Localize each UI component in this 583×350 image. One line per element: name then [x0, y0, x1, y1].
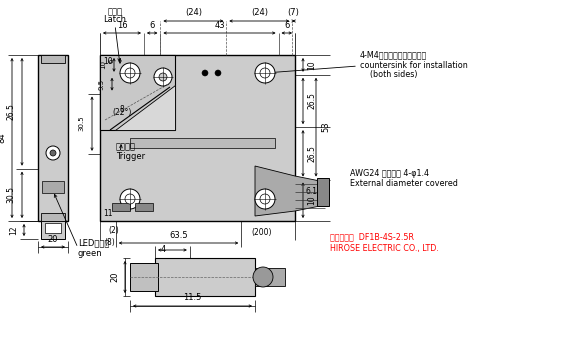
Text: 4: 4 [160, 245, 166, 254]
Bar [112, 203, 130, 211]
Text: 26.5: 26.5 [307, 92, 317, 110]
Circle shape [46, 146, 60, 160]
Bar [41, 213, 65, 221]
Text: countersink for installation: countersink for installation [360, 61, 468, 70]
Circle shape [125, 194, 135, 204]
Circle shape [120, 189, 140, 209]
Text: 9.5: 9.5 [98, 79, 104, 90]
Text: 8: 8 [120, 105, 124, 114]
Text: ラッチ: ラッチ [107, 7, 122, 16]
Bar [135, 203, 153, 211]
Text: 30.5: 30.5 [6, 186, 16, 203]
Bar [45, 223, 61, 233]
Text: 84: 84 [0, 133, 6, 143]
Text: トリガー: トリガー [116, 142, 136, 151]
Bar [38, 55, 68, 221]
Bar [130, 263, 158, 291]
Text: 20: 20 [111, 272, 120, 282]
Bar [41, 221, 65, 239]
Bar [130, 138, 275, 148]
Text: HIROSE ELECTRIC CO., LTD.: HIROSE ELECTRIC CO., LTD. [330, 245, 439, 253]
Circle shape [255, 189, 275, 209]
Text: 10: 10 [307, 195, 317, 205]
Bar [317, 178, 329, 206]
Bar [100, 55, 175, 130]
Text: 20: 20 [48, 234, 58, 244]
Text: 10: 10 [100, 61, 106, 69]
Circle shape [50, 150, 56, 156]
Circle shape [260, 68, 270, 78]
Text: (24): (24) [185, 8, 202, 18]
Text: 12: 12 [9, 225, 19, 235]
Text: (200): (200) [251, 229, 272, 238]
Text: Latch: Latch [104, 15, 127, 24]
Polygon shape [115, 85, 175, 130]
Text: 10: 10 [103, 56, 113, 65]
Text: 26.5: 26.5 [6, 103, 16, 120]
Text: 11: 11 [103, 209, 113, 217]
Circle shape [159, 73, 167, 81]
Text: ヒロセ電機  DF1B-4S-2.5R: ヒロセ電機 DF1B-4S-2.5R [330, 232, 414, 241]
Text: 4-M4取付け用皿穴（両面）: 4-M4取付け用皿穴（両面） [360, 50, 427, 60]
Text: 6: 6 [284, 21, 289, 29]
Text: LED（緑）: LED（緑） [78, 238, 110, 247]
Circle shape [154, 68, 172, 86]
Polygon shape [255, 166, 320, 216]
Bar [42, 181, 64, 193]
Text: 6.15: 6.15 [305, 187, 322, 196]
Text: AWG24 被覆外径 4-φ1.4: AWG24 被覆外径 4-φ1.4 [350, 168, 429, 177]
Text: 16: 16 [117, 21, 127, 29]
Bar [255, 268, 285, 286]
Text: (7): (7) [287, 8, 300, 18]
Bar [41, 55, 65, 63]
Circle shape [202, 70, 208, 76]
Text: 11.5: 11.5 [183, 294, 202, 302]
Text: 10: 10 [307, 60, 317, 70]
Text: 6: 6 [149, 21, 155, 29]
Text: 63.5: 63.5 [169, 231, 188, 239]
Text: (22°): (22°) [113, 107, 132, 117]
Text: (8): (8) [104, 238, 115, 247]
Circle shape [255, 63, 275, 83]
Text: 26.5: 26.5 [307, 145, 317, 162]
Text: (both sides): (both sides) [370, 70, 417, 79]
Bar [155, 258, 255, 296]
Circle shape [253, 267, 273, 287]
Text: green: green [78, 248, 103, 258]
Text: (2): (2) [108, 226, 120, 236]
Circle shape [215, 70, 221, 76]
Text: 53: 53 [321, 122, 331, 132]
Text: 6: 6 [108, 59, 114, 63]
Text: External diameter covered: External diameter covered [350, 180, 458, 189]
Text: 30.5: 30.5 [78, 116, 84, 132]
Bar [100, 55, 295, 221]
Circle shape [260, 194, 270, 204]
Text: 43: 43 [214, 21, 225, 29]
Text: (24): (24) [251, 8, 268, 18]
Circle shape [125, 68, 135, 78]
Circle shape [120, 63, 140, 83]
Text: Trigger: Trigger [116, 152, 145, 161]
